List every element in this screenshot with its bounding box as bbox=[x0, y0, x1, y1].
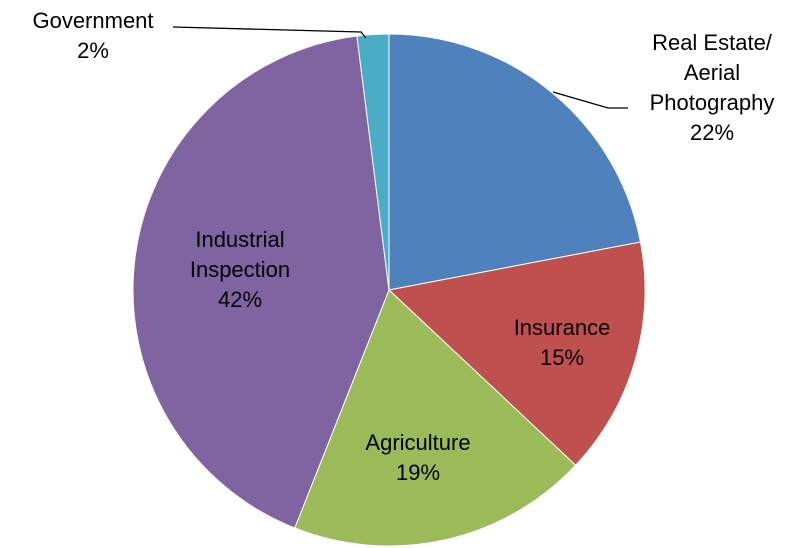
slice-label: Real Estate/ Aerial Photography 22% bbox=[650, 28, 775, 148]
value-label: 19% bbox=[395, 460, 441, 485]
slice-label: Agriculture 19% bbox=[365, 428, 470, 488]
pie-slice bbox=[387, 241, 646, 466]
category-label: Agriculture bbox=[365, 430, 471, 455]
leader-line bbox=[552, 91, 628, 109]
slice-label: Government 2% bbox=[32, 6, 153, 66]
category-label: Government bbox=[32, 8, 154, 33]
value-label: 15% bbox=[539, 345, 585, 370]
pie-slice bbox=[388, 33, 642, 291]
slice-label: Industrial Inspection 42% bbox=[190, 225, 290, 315]
pie-slice bbox=[356, 33, 390, 291]
leader-line bbox=[172, 26, 367, 39]
category-label: Real Estate/ Aerial Photography bbox=[649, 30, 775, 115]
value-label: 2% bbox=[77, 38, 109, 63]
category-label: Insurance bbox=[513, 315, 611, 340]
pie-slice bbox=[294, 289, 577, 547]
pie-slice bbox=[132, 35, 390, 529]
value-label: 42% bbox=[217, 287, 263, 312]
category-label: Industrial Inspection bbox=[189, 227, 291, 282]
slice-label: Insurance 15% bbox=[514, 313, 611, 373]
value-label: 22% bbox=[689, 120, 735, 145]
